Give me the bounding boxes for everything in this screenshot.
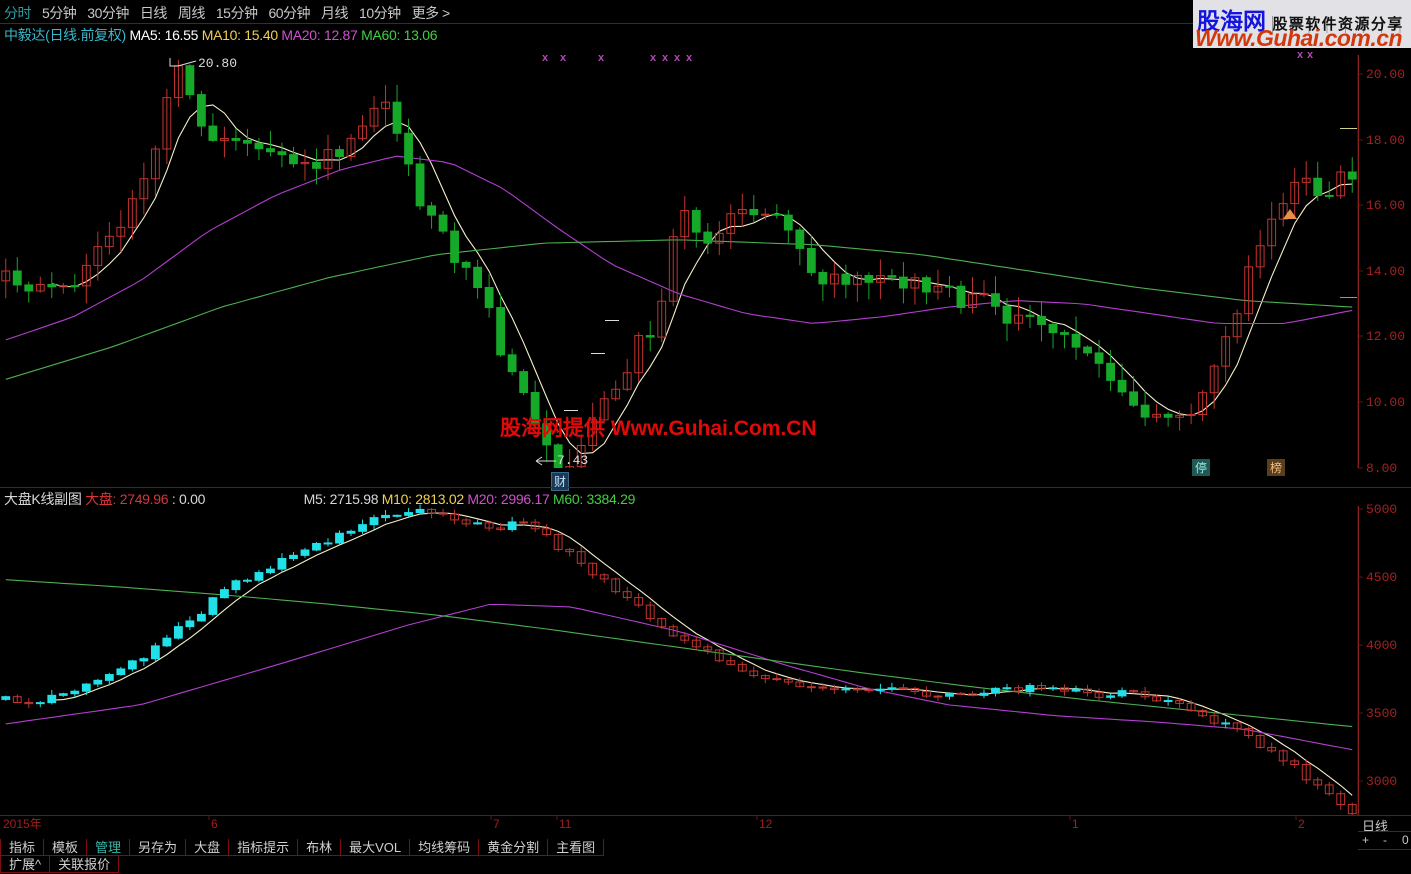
svg-text:6: 6 — [211, 817, 218, 831]
svg-text:x: x — [542, 52, 549, 64]
svg-text:x: x — [686, 52, 693, 64]
svg-text:10.00: 10.00 — [1366, 395, 1405, 410]
svg-text:8.00: 8.00 — [1366, 461, 1397, 476]
svg-text:18.00: 18.00 — [1366, 133, 1405, 148]
svg-text:4000: 4000 — [1366, 638, 1397, 653]
svg-text:11: 11 — [559, 817, 572, 831]
svg-text:1: 1 — [1072, 817, 1079, 831]
svg-text:3500: 3500 — [1366, 706, 1397, 721]
svg-text:x: x — [1307, 50, 1314, 61]
svg-text:12.00: 12.00 — [1366, 329, 1405, 344]
svg-text:2: 2 — [1298, 817, 1305, 831]
svg-text:x: x — [598, 52, 605, 64]
svg-text:x: x — [674, 52, 681, 64]
svg-text:4500: 4500 — [1366, 570, 1397, 585]
svg-text:x: x — [1297, 50, 1304, 61]
svg-text:7: 7 — [493, 817, 500, 831]
svg-text:20.00: 20.00 — [1366, 67, 1405, 82]
svg-text:5000: 5000 — [1366, 502, 1397, 517]
svg-text:16.00: 16.00 — [1366, 198, 1405, 213]
svg-text:3000: 3000 — [1366, 774, 1397, 789]
svg-text:x: x — [650, 52, 657, 64]
svg-text:x: x — [560, 52, 567, 64]
svg-text:14.00: 14.00 — [1366, 264, 1405, 279]
svg-text:x: x — [662, 52, 669, 64]
svg-text:2015年: 2015年 — [3, 817, 42, 831]
svg-text:12: 12 — [759, 817, 773, 831]
